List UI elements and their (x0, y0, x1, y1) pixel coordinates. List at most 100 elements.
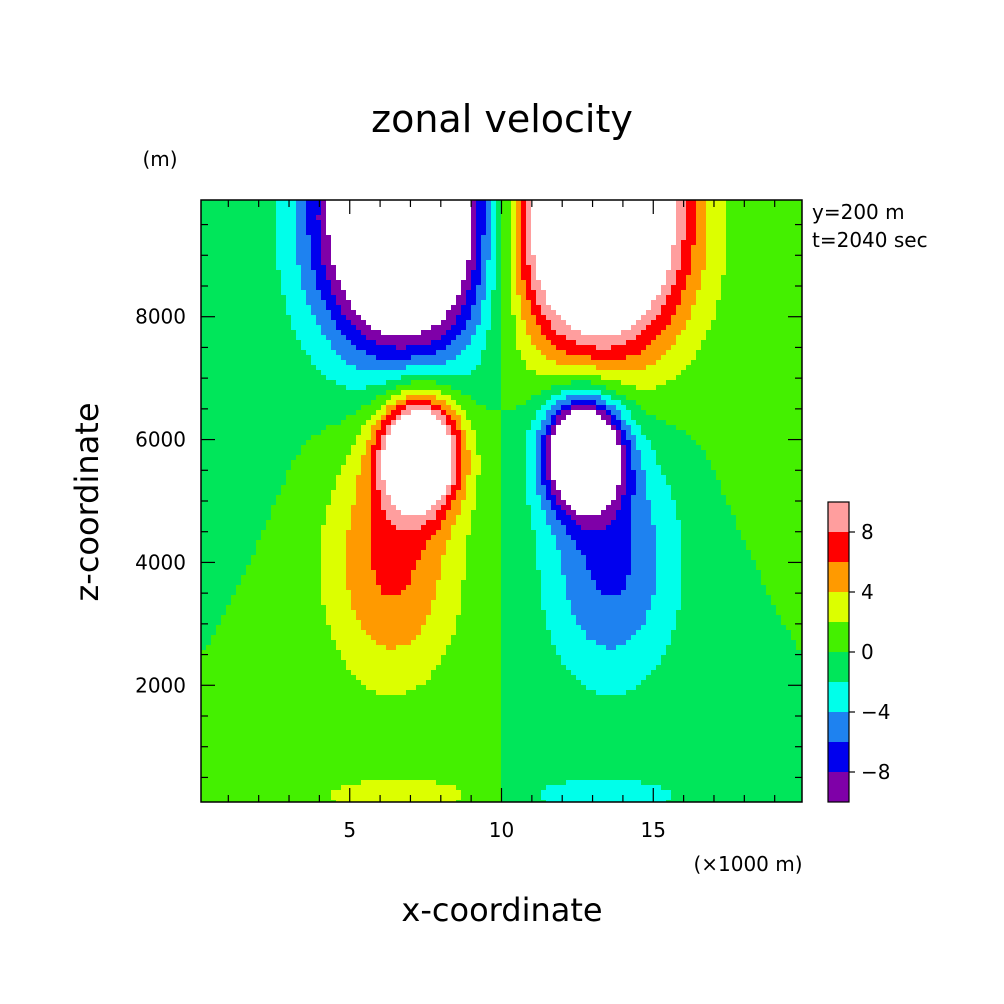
field-cell (251, 250, 257, 256)
field-cell (336, 255, 342, 261)
field-cell (211, 290, 217, 296)
field-cell (616, 250, 622, 256)
field-cell (706, 245, 712, 251)
field-cell (226, 250, 232, 256)
field-cell (746, 300, 752, 306)
field-cell (326, 275, 332, 281)
field-cell (451, 400, 457, 406)
field-cell (611, 245, 617, 251)
field-cell (336, 345, 342, 351)
field-cell (481, 210, 487, 216)
field-cell (451, 390, 457, 396)
field-cell (786, 335, 792, 341)
field-cell (691, 245, 697, 251)
field-cell (741, 265, 747, 271)
field-cell (281, 270, 287, 276)
field-cell (441, 240, 447, 246)
field-cell (266, 270, 272, 276)
field-cell (781, 310, 787, 316)
field-cell (256, 275, 262, 281)
field-cell (796, 360, 802, 366)
field-cell (771, 375, 777, 381)
field-cell (656, 330, 662, 336)
field-cell (656, 390, 662, 396)
field-cell (481, 370, 487, 376)
field-cell (276, 235, 282, 241)
field-cell (301, 230, 307, 236)
field-cell (201, 315, 207, 321)
field-cell (561, 365, 567, 371)
field-cell (496, 355, 502, 361)
field-cell (671, 255, 677, 261)
field-cell (766, 200, 772, 206)
field-cell (386, 355, 392, 361)
field-cell (336, 370, 342, 376)
field-cell (536, 215, 542, 221)
field-cell (591, 200, 597, 206)
field-cell (641, 390, 647, 396)
field-cell (346, 400, 352, 406)
field-cell (611, 270, 617, 276)
field-cell (701, 320, 707, 326)
field-cell (481, 325, 487, 331)
field-cell (351, 330, 357, 336)
field-cell (596, 230, 602, 236)
field-cell (681, 265, 687, 271)
field-cell (226, 360, 232, 366)
field-cell (566, 265, 572, 271)
field-cell (411, 210, 417, 216)
field-cell (296, 220, 302, 226)
field-cell (766, 265, 772, 271)
field-cell (466, 340, 472, 346)
field-cell (321, 320, 327, 326)
field-cell (706, 285, 712, 291)
field-cell (511, 305, 517, 311)
field-cell (681, 325, 687, 331)
field-cell (476, 315, 482, 321)
field-cell (446, 390, 452, 396)
field-cell (246, 340, 252, 346)
field-cell (391, 400, 397, 406)
field-cell (296, 325, 302, 331)
field-cell (591, 280, 597, 286)
field-cell (796, 235, 802, 241)
field-cell (606, 265, 612, 271)
field-cell (321, 370, 327, 376)
field-cell (781, 210, 787, 216)
field-cell (616, 370, 622, 376)
field-cell (546, 210, 552, 216)
field-cell (556, 300, 562, 306)
field-cell (731, 335, 737, 341)
field-cell (576, 385, 582, 391)
field-cell (626, 290, 632, 296)
field-cell (701, 330, 707, 336)
field-cell (461, 200, 467, 206)
field-cell (436, 325, 442, 331)
field-cell (671, 205, 677, 211)
field-cell (441, 255, 447, 261)
field-cell (531, 215, 537, 221)
field-cell (426, 275, 432, 281)
field-cell (491, 345, 497, 351)
field-cell (416, 340, 422, 346)
field-cell (751, 255, 757, 261)
field-cell (381, 240, 387, 246)
field-cell (566, 370, 572, 376)
field-cell (591, 220, 597, 226)
field-cell (396, 270, 402, 276)
field-cell (571, 200, 577, 206)
field-cell (721, 310, 727, 316)
field-cell (726, 355, 732, 361)
field-cell (306, 400, 312, 406)
field-cell (461, 340, 467, 346)
field-cell (331, 285, 337, 291)
field-cell (386, 230, 392, 236)
field-cell (271, 215, 277, 221)
field-cell (411, 235, 417, 241)
field-cell (286, 330, 292, 336)
field-cell (396, 280, 402, 286)
field-cell (321, 255, 327, 261)
field-cell (691, 230, 697, 236)
field-cell (671, 295, 677, 301)
field-cell (356, 325, 362, 331)
